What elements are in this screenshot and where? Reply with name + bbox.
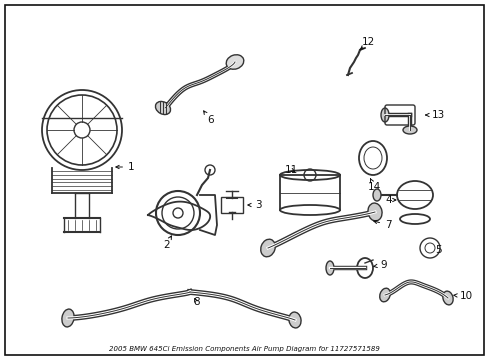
Text: 4: 4 [384, 195, 395, 205]
Text: 13: 13 [425, 110, 445, 120]
Text: 8: 8 [193, 297, 199, 307]
Text: 1: 1 [116, 162, 134, 172]
Ellipse shape [325, 261, 333, 275]
Text: 3: 3 [247, 200, 261, 210]
Ellipse shape [155, 102, 170, 114]
Ellipse shape [380, 108, 388, 122]
Ellipse shape [442, 291, 452, 305]
Ellipse shape [260, 239, 275, 257]
Ellipse shape [402, 126, 416, 134]
Ellipse shape [372, 189, 380, 201]
Text: 6: 6 [203, 111, 213, 125]
Ellipse shape [379, 288, 389, 302]
Text: 2: 2 [163, 236, 171, 250]
Text: 9: 9 [373, 260, 386, 270]
Text: 7: 7 [373, 220, 391, 230]
Text: 14: 14 [367, 179, 381, 192]
Text: 2005 BMW 645Ci Emission Components Air Pump Diagram for 11727571589: 2005 BMW 645Ci Emission Components Air P… [109, 346, 379, 352]
Ellipse shape [226, 55, 244, 69]
Text: 5: 5 [434, 245, 441, 255]
Text: 12: 12 [360, 37, 374, 50]
Ellipse shape [288, 312, 301, 328]
Text: 11: 11 [285, 165, 298, 175]
Text: 10: 10 [453, 291, 472, 301]
Ellipse shape [62, 309, 74, 327]
Ellipse shape [367, 203, 381, 221]
